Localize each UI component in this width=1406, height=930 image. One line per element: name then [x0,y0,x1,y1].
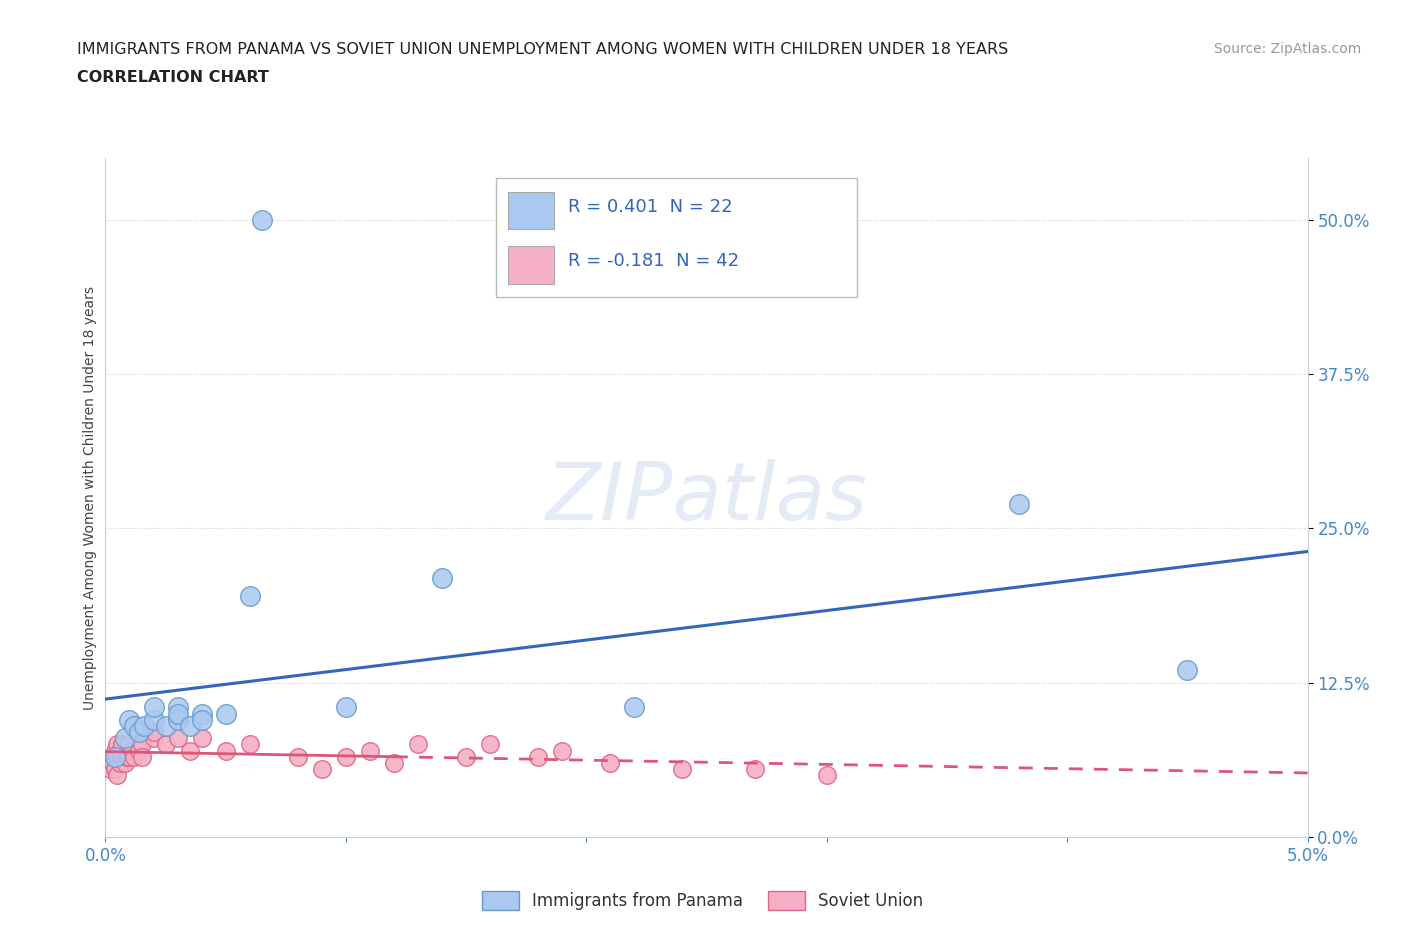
Point [124,719,146,734]
Point [166,712,188,727]
Point [115,750,138,764]
Point [107,768,129,783]
Point [454,750,477,764]
Point [250,212,273,227]
Point [179,743,201,758]
Point [179,719,201,734]
Point [131,750,153,764]
Text: R = 0.401  N = 22: R = 0.401 N = 22 [568,198,733,216]
Point [382,755,405,770]
Point [98,762,121,777]
Point [287,750,309,764]
Point [166,731,188,746]
Point [239,737,262,751]
Point [599,755,621,770]
Point [124,750,146,764]
Point [104,750,127,764]
Point [166,706,188,721]
FancyBboxPatch shape [508,246,554,284]
Point [131,737,153,751]
Text: CORRELATION CHART: CORRELATION CHART [77,70,269,85]
Point [111,737,134,751]
Text: IMMIGRANTS FROM PANAMA VS SOVIET UNION UNEMPLOYMENT AMONG WOMEN WITH CHILDREN UN: IMMIGRANTS FROM PANAMA VS SOVIET UNION U… [77,42,1008,57]
Point [128,724,150,739]
Point [406,737,429,751]
Point [815,768,838,783]
Point [114,755,136,770]
Point [623,700,645,715]
Point [744,762,766,777]
Point [1008,497,1031,512]
Point [118,750,141,764]
Point [107,737,129,751]
Point [108,755,131,770]
Point [118,737,141,751]
FancyBboxPatch shape [508,193,554,230]
Point [104,743,127,758]
Point [430,570,453,585]
Point [527,750,550,764]
Point [108,743,131,758]
Point [239,589,262,604]
Point [214,743,236,758]
Point [335,700,357,715]
Legend: Immigrants from Panama, Soviet Union: Immigrants from Panama, Soviet Union [475,884,931,917]
Point [551,743,574,758]
Text: ZIPatlas: ZIPatlas [546,458,868,537]
Y-axis label: Unemployment Among Women with Children Under 18 years: Unemployment Among Women with Children U… [83,286,97,710]
Point [104,762,127,777]
Point [479,737,502,751]
Point [166,700,188,715]
Point [155,737,177,751]
Point [101,755,124,770]
Point [142,712,165,727]
Point [190,706,212,721]
Point [118,712,141,727]
Text: Source: ZipAtlas.com: Source: ZipAtlas.com [1213,42,1361,56]
Point [190,712,212,727]
Point [335,750,357,764]
Point [142,731,165,746]
Point [155,719,177,734]
Point [214,706,236,721]
Point [132,719,155,734]
Point [111,750,134,764]
Point [671,762,693,777]
Point [121,743,143,758]
Point [359,743,381,758]
Point [142,700,165,715]
Point [1175,663,1198,678]
Point [128,743,150,758]
Text: R = -0.181  N = 42: R = -0.181 N = 42 [568,252,740,271]
Point [114,731,136,746]
Point [190,731,212,746]
FancyBboxPatch shape [496,179,856,298]
Point [142,724,165,739]
Point [107,750,129,764]
Point [311,762,333,777]
